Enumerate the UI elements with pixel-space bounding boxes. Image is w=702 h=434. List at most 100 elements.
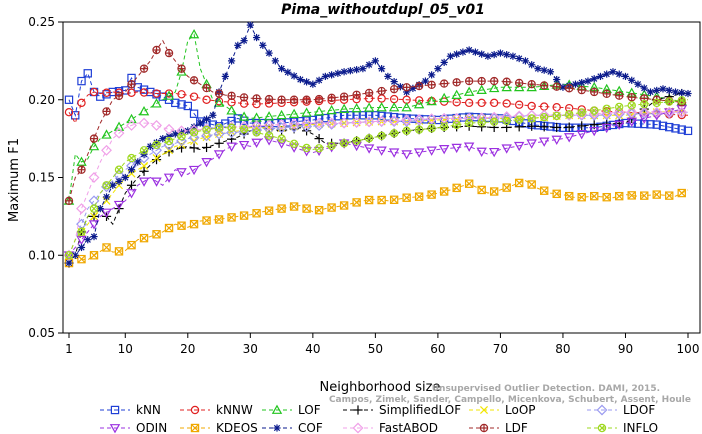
data-point [577,192,586,202]
data-point [671,88,680,96]
data-point [684,89,692,98]
legend-item-kdeos: KDEOS [180,421,258,434]
data-point [177,64,186,73]
data-point [671,124,680,133]
data-point [427,80,436,90]
data-point [646,120,655,129]
y-tick-label: 0.15 [28,171,55,185]
data-point [377,131,386,141]
data-point [677,188,686,198]
data-point [615,191,624,201]
data-point [113,121,125,131]
data-point [590,191,599,201]
data-point [502,99,511,108]
data-point [114,181,124,190]
data-point [189,128,199,137]
data-point [315,120,324,129]
data-point [271,57,279,65]
series-odin [63,105,689,261]
data-point [201,142,212,153]
data-point [352,198,361,207]
data-point [613,107,625,118]
data-point [346,67,354,75]
data-point [376,146,387,156]
data-point [496,49,505,57]
legend-item-loop: LoOP [469,403,536,417]
legend-label: kNNW [216,403,253,417]
data-point [227,57,236,65]
data-point [64,95,74,104]
data-point [302,121,311,130]
data-point [640,84,648,92]
data-point [102,193,111,201]
series-line-odin [68,107,689,256]
data-point [126,180,137,190]
data-point [533,121,543,130]
data-point [378,65,386,73]
x-tick-label: 20 [180,342,195,356]
legend-item-ldof: LDOF [587,403,655,417]
data-point [114,247,124,256]
data-point [601,109,613,121]
data-point [446,52,455,60]
data-point [351,103,362,113]
legend-item-cof: COF [262,421,323,434]
data-point [264,131,274,140]
data-point [209,111,217,119]
data-point [139,85,149,94]
data-point [265,49,273,57]
data-point [239,125,249,134]
data-point [152,230,161,239]
data-point [226,134,237,144]
data-point [477,118,486,127]
data-point [453,50,461,58]
data-point [440,115,449,124]
data-point [658,121,668,131]
data-point [463,86,475,96]
data-point [514,78,524,88]
data-point [214,89,224,98]
data-point [264,94,274,104]
data-point [640,99,649,109]
data-point [651,106,663,118]
data-point [514,100,524,109]
data-point [427,116,436,125]
data-point [501,144,512,154]
data-point [113,200,125,211]
data-point [277,95,286,104]
data-point [126,119,137,131]
legend-marker [273,424,281,432]
data-point [489,98,499,108]
series-kdeos [64,178,689,268]
data-point [565,84,574,93]
data-point [77,227,86,237]
data-point [302,95,311,104]
data-point [314,205,324,215]
data-point [488,82,500,93]
data-point [351,141,362,152]
x-tick-label: 1 [65,342,73,356]
data-point [603,70,611,78]
data-point [151,98,162,108]
data-point [163,90,175,100]
data-point [64,196,74,206]
data-point [488,147,500,158]
data-point [202,95,211,104]
data-point [189,76,199,85]
data-point [601,123,612,134]
data-point [140,161,149,170]
data-point [139,88,149,97]
data-point [313,117,325,129]
data-point [277,204,286,213]
data-point [439,122,449,132]
data-point [627,93,636,102]
data-point [571,123,580,132]
data-point [426,95,437,106]
data-point [152,45,161,55]
data-point [101,208,112,218]
data-point [627,101,636,110]
data-point [127,79,136,89]
data-point [346,111,355,120]
data-point [389,195,399,204]
data-point [127,88,136,97]
